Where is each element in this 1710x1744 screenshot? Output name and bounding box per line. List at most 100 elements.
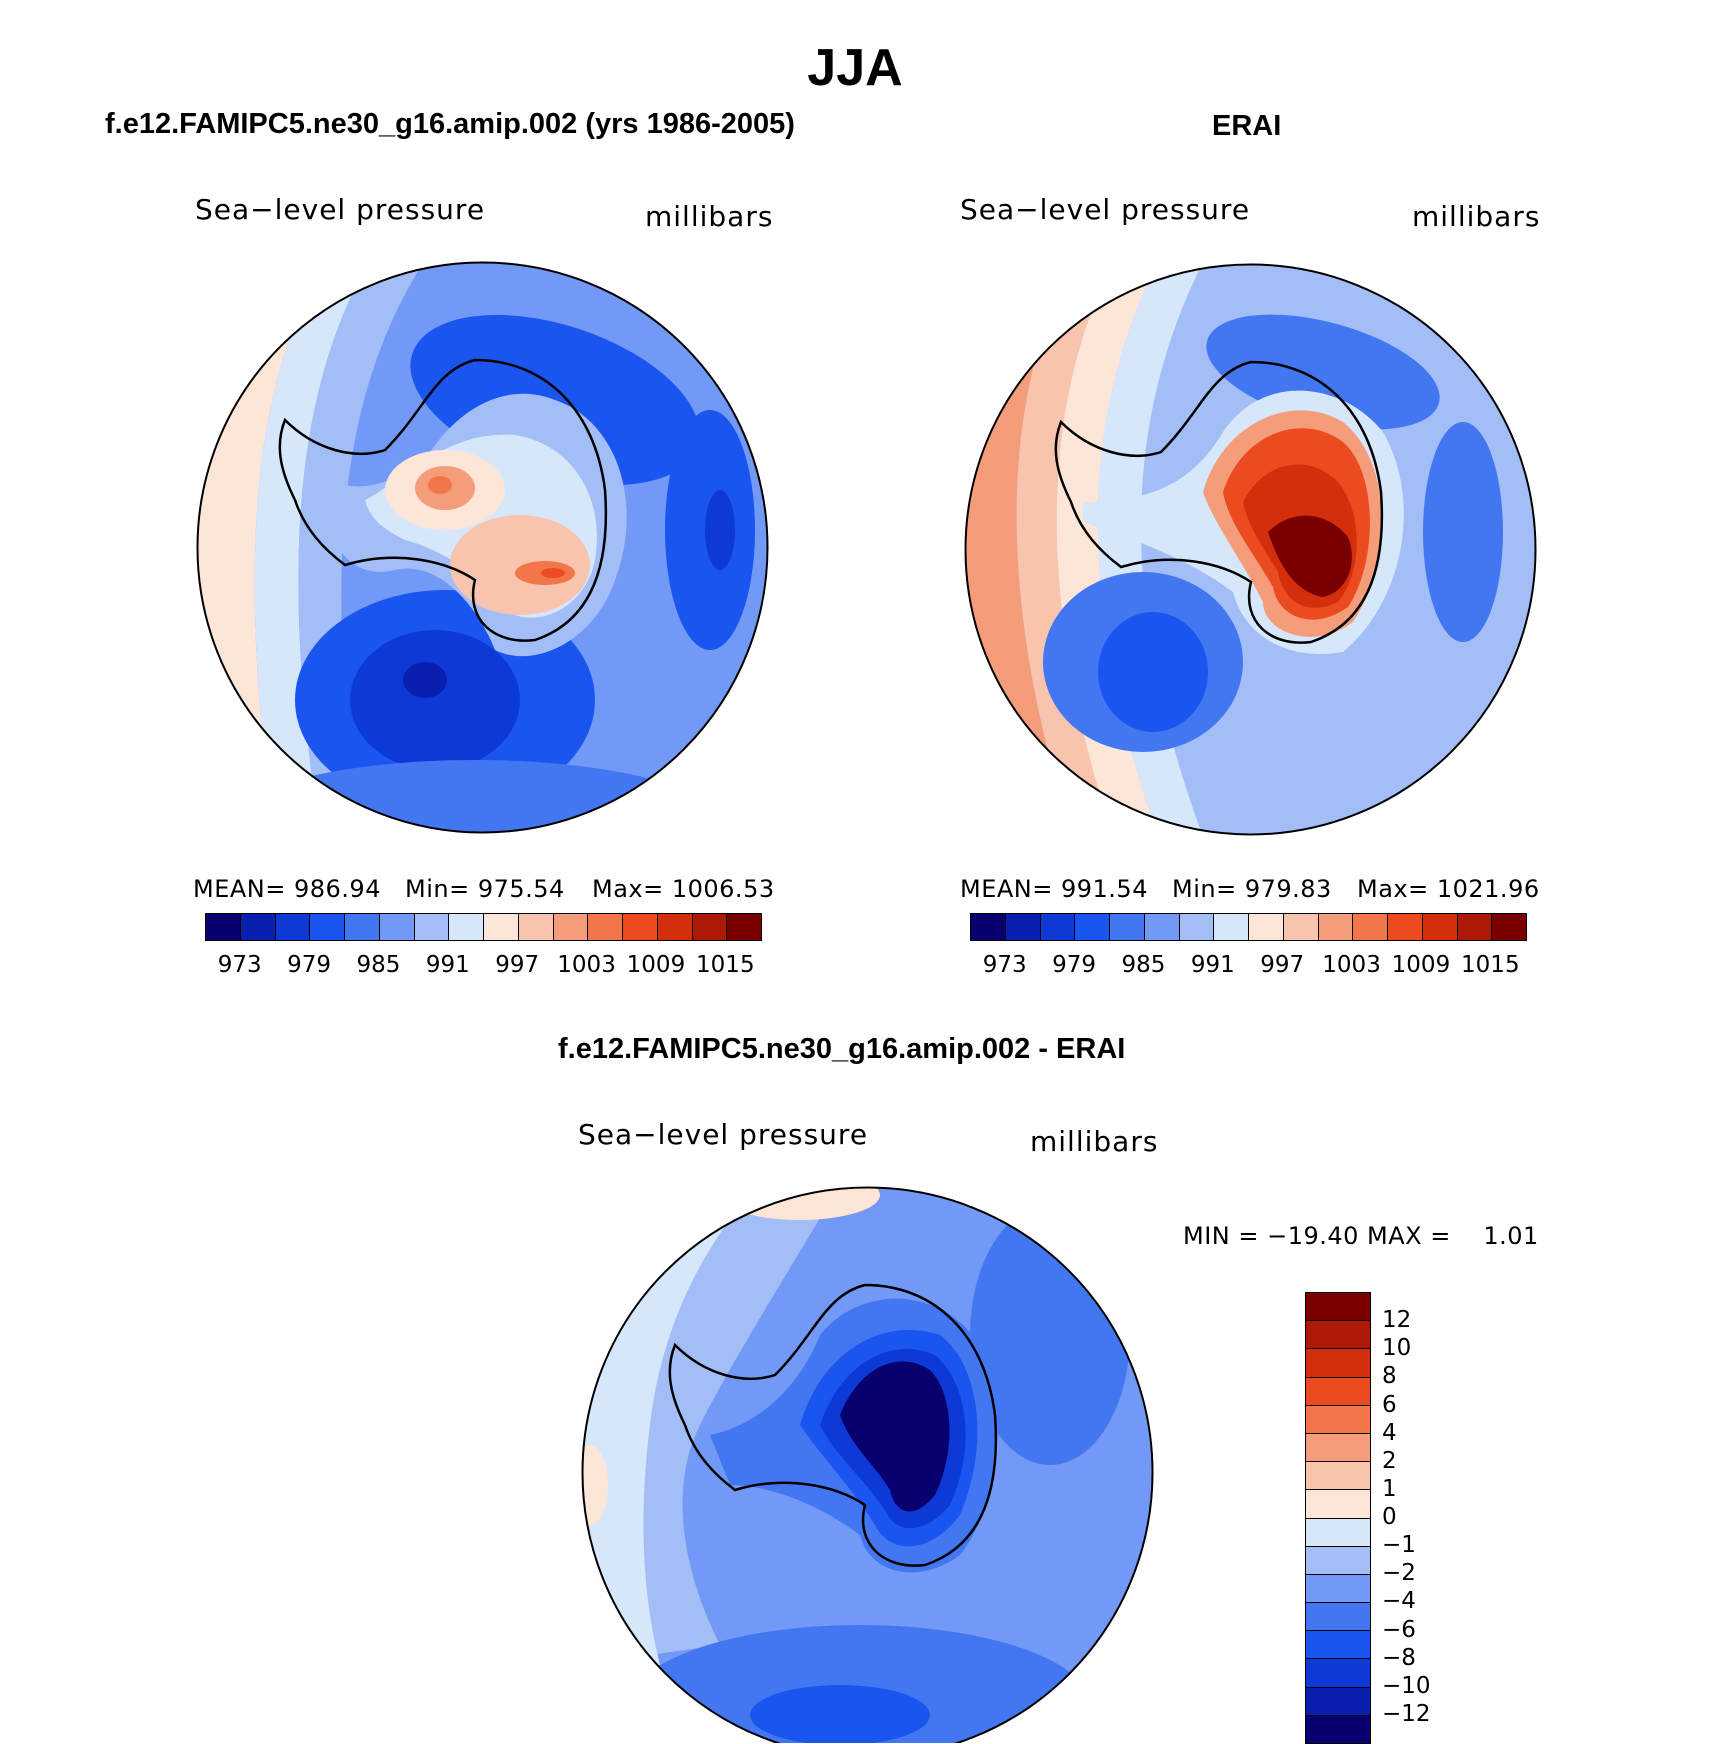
diff-colorbar xyxy=(1305,1292,1371,1744)
diff-warm-spot xyxy=(582,1445,608,1525)
colorbar-box xyxy=(1005,914,1041,940)
colorbar-tick-label: 8 xyxy=(1382,1363,1397,1390)
model-units-label: millibars xyxy=(645,200,774,233)
colorbar-box xyxy=(379,914,415,940)
model-polar-map xyxy=(196,261,769,834)
diff-min-max: MIN = −19.40 MAX = 1.01 xyxy=(1183,1222,1539,1250)
diff-deep-center xyxy=(840,1361,950,1512)
obs-min: Min= 979.83 xyxy=(1172,875,1332,903)
colorbar-box xyxy=(692,914,728,940)
colorbar-box xyxy=(727,914,761,940)
colorbar-box xyxy=(1306,1321,1370,1350)
colorbar-tick-label: 985 xyxy=(356,952,401,978)
colorbar-box xyxy=(1179,914,1215,940)
model-map-border xyxy=(196,261,769,834)
obs-mean: MEAN= 991.54 xyxy=(960,875,1148,903)
colorbar-box xyxy=(1110,914,1145,940)
colorbar-box xyxy=(1306,1518,1370,1547)
colorbar-tick-label: 1015 xyxy=(1461,952,1520,978)
diff-polar-map xyxy=(581,1186,1154,1743)
colorbar-tick-label: 1 xyxy=(1382,1475,1397,1502)
model-max: Max= 1006.53 xyxy=(592,875,775,903)
colorbar-box xyxy=(1306,1631,1370,1660)
colorbar-box xyxy=(310,914,345,940)
colorbar-box xyxy=(1353,914,1388,940)
colorbar-tick-label: 2 xyxy=(1382,1447,1397,1474)
colorbar-tick-label: −12 xyxy=(1382,1700,1431,1727)
colorbar-tick-label: 6 xyxy=(1382,1391,1397,1418)
colorbar-tick-label: 985 xyxy=(1121,952,1166,978)
colorbar-box xyxy=(1144,914,1180,940)
colorbar-box xyxy=(1318,914,1354,940)
colorbar-box xyxy=(1249,914,1284,940)
obs-panel-title: ERAI xyxy=(1212,110,1282,142)
obs-colorbar-ticks: 973 979 985 991 997 1003 1009 1015 xyxy=(970,952,1525,982)
colorbar-tick-label: 0 xyxy=(1382,1504,1397,1530)
colorbar-box xyxy=(657,914,693,940)
colorbar-box xyxy=(1306,1603,1370,1632)
colorbar-box xyxy=(518,914,554,940)
colorbar-box xyxy=(971,914,1006,940)
model-variable-label: Sea−level pressure xyxy=(195,193,486,226)
colorbar-box xyxy=(1306,1546,1370,1575)
colorbar-box xyxy=(275,914,311,940)
colorbar-box xyxy=(1388,914,1423,940)
colorbar-tick-label: −1 xyxy=(1382,1532,1416,1559)
colorbar-tick-label: 12 xyxy=(1382,1307,1412,1334)
colorbar-box xyxy=(1306,1490,1370,1519)
colorbar-tick-label: 1009 xyxy=(626,952,686,978)
colorbar-tick-label: 991 xyxy=(425,952,470,978)
diff-colorbar-ticks: 12 10 8 6 4 2 1 0 −1 −2 −4 −6 −8 −10 −12 xyxy=(1382,1292,1502,1742)
colorbar-tick-label: 991 xyxy=(1190,952,1235,978)
colorbar-tick-label: 997 xyxy=(495,952,540,978)
colorbar-box xyxy=(414,914,450,940)
diff-coastline xyxy=(668,1283,998,1567)
colorbar-tick-label: −8 xyxy=(1382,1644,1416,1671)
colorbar-tick-label: 979 xyxy=(1052,952,1097,978)
colorbar-box xyxy=(1075,914,1110,940)
obs-map-border xyxy=(964,263,1537,836)
colorbar-tick-label: 1009 xyxy=(1391,952,1451,978)
colorbar-tick-label: −10 xyxy=(1382,1672,1431,1699)
colorbar-box xyxy=(240,914,276,940)
diff-panel-title: f.e12.FAMIPC5.ne30_g16.amip.002 - ERAI xyxy=(558,1033,1126,1065)
colorbar-tick-label: −6 xyxy=(1382,1616,1416,1643)
diff-map-border xyxy=(581,1186,1154,1743)
colorbar-box xyxy=(345,914,380,940)
colorbar-box xyxy=(1492,914,1526,940)
diff-variable-label: Sea−level pressure xyxy=(578,1118,869,1151)
colorbar-tick-label: 979 xyxy=(287,952,332,978)
obs-polar-map xyxy=(964,263,1537,836)
colorbar-box xyxy=(1306,1462,1370,1491)
obs-units-label: millibars xyxy=(1412,200,1541,233)
main-title: JJA xyxy=(807,39,903,97)
colorbar-box xyxy=(1306,1377,1370,1406)
colorbar-tick-label: −2 xyxy=(1382,1560,1416,1587)
colorbar-box xyxy=(1283,914,1319,940)
colorbar-box xyxy=(484,914,519,940)
colorbar-tick-label: −4 xyxy=(1382,1588,1416,1615)
colorbar-box xyxy=(1040,914,1076,940)
colorbar-box xyxy=(1306,1687,1370,1716)
colorbar-box xyxy=(1306,1433,1370,1463)
colorbar-box xyxy=(1306,1293,1370,1322)
colorbar-box xyxy=(1306,1405,1370,1434)
colorbar-tick-label: 973 xyxy=(982,952,1027,978)
colorbar-tick-label: 1003 xyxy=(1322,952,1381,978)
colorbar-tick-label: 4 xyxy=(1382,1419,1397,1446)
obs-variable-label: Sea−level pressure xyxy=(960,193,1251,226)
colorbar-box xyxy=(1306,1574,1370,1604)
model-colorbar xyxy=(205,913,762,941)
colorbar-box xyxy=(1306,1659,1370,1688)
colorbar-box xyxy=(588,914,623,940)
colorbar-tick-label: 997 xyxy=(1260,952,1305,978)
colorbar-tick-label: 973 xyxy=(217,952,262,978)
obs-max: Max= 1021.96 xyxy=(1357,875,1540,903)
colorbar-tick-label: 1003 xyxy=(557,952,616,978)
colorbar-box xyxy=(553,914,589,940)
colorbar-box xyxy=(1214,914,1249,940)
colorbar-box xyxy=(1422,914,1458,940)
colorbar-box xyxy=(206,914,241,940)
colorbar-box xyxy=(1457,914,1493,940)
model-min: Min= 975.54 xyxy=(405,875,565,903)
